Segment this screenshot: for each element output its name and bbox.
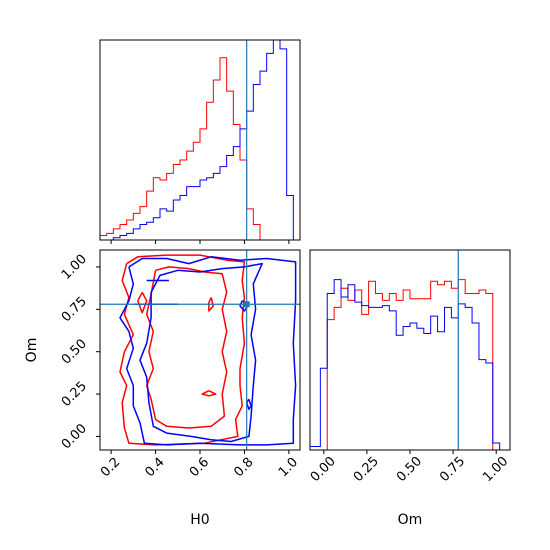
om-xtick-label-4: 1.00	[480, 454, 511, 485]
h0-om-contour-panel: 0.2 0.4 0.6 0.8 1.0 0.00 0.25 0.50 0.75 1.00	[59, 249, 301, 480]
h0-hist-series-blue	[100, 40, 300, 240]
om-y-axis-label: Om	[24, 338, 40, 363]
contour-red-1	[145, 266, 228, 429]
om-hist-marks	[310, 250, 510, 450]
contour-red-2	[137, 292, 148, 314]
contour-red-0	[119, 254, 246, 446]
contour-marks	[100, 250, 300, 450]
contour-blue-1	[139, 262, 263, 443]
h0-xtick-label-1: 0.4	[142, 455, 167, 480]
contour-red-3	[201, 390, 217, 397]
om-marginal-histogram-panel: 0.00 0.25 0.50 0.75 1.00	[308, 249, 511, 485]
om-xtick-label-2: 0.50	[394, 454, 425, 485]
h0-marginal-histogram-panel	[99, 39, 301, 244]
h0-xtick-label-2: 0.6	[187, 455, 212, 480]
contour-blue-0	[119, 256, 297, 446]
h0-xtick-label-0: 0.2	[98, 455, 123, 480]
om-axis-label: Om	[398, 512, 423, 528]
h0-hist-marks	[100, 40, 300, 240]
h0-axis-label: H0	[190, 512, 209, 528]
om-hist-series-blue	[310, 279, 510, 450]
om-ytick-label-1: 0.25	[59, 379, 90, 410]
h0-xtick-label-3: 0.8	[231, 455, 256, 480]
om-xtick-label-3: 0.75	[437, 454, 468, 485]
h0-hist-series-red	[100, 57, 300, 240]
contour-truth-marker	[243, 301, 250, 308]
contour-frame	[99, 249, 301, 451]
om-hist-series-red	[310, 279, 510, 450]
contour-blue-4	[245, 398, 252, 411]
om-ytick-label-4: 1.00	[59, 252, 90, 283]
om-ytick-label-0: 0.00	[59, 421, 90, 452]
h0-xtick-label-4: 1.0	[276, 455, 301, 480]
om-ytick-label-3: 0.75	[59, 294, 90, 325]
contour-red-4	[208, 297, 215, 312]
om-ytick-label-2: 0.50	[59, 337, 90, 368]
om-xtick-label-1: 0.25	[351, 454, 382, 485]
om-xtick-label-0: 0.00	[308, 454, 339, 485]
